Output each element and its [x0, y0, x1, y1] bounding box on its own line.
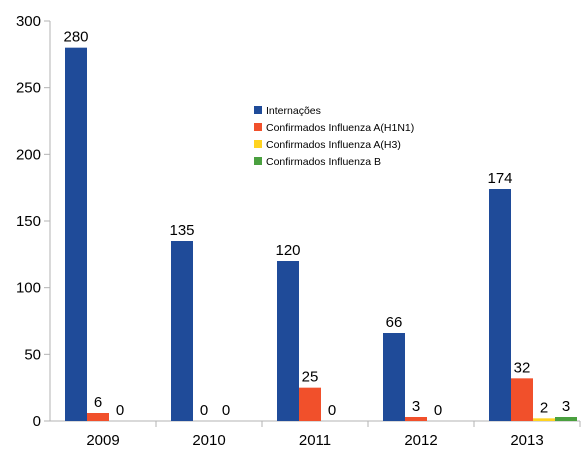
y-tick-label: 100 — [16, 280, 41, 297]
bar — [171, 241, 193, 421]
bar — [555, 417, 577, 421]
data-label: 0 — [116, 402, 124, 419]
y-tick-label: 0 — [33, 413, 41, 430]
y-tick-label: 150 — [16, 213, 41, 230]
legend-label: Confirmados Influenza B — [266, 156, 381, 168]
x-tick-label: 2010 — [192, 432, 225, 449]
data-label: 32 — [514, 359, 531, 376]
legend-label: Confirmados Influenza A(H1N1) — [266, 122, 414, 134]
bar — [405, 417, 427, 421]
x-tick-label: 2013 — [510, 432, 543, 449]
bar — [65, 47, 87, 422]
bar — [277, 261, 299, 421]
bars — [65, 47, 577, 422]
data-label: 0 — [200, 402, 208, 419]
legend-swatch — [254, 123, 262, 131]
data-label: 135 — [169, 222, 194, 239]
legend-swatch — [254, 106, 262, 114]
bar — [533, 418, 555, 421]
legend-label: Confirmados Influenza A(H3) — [266, 139, 401, 151]
bar — [299, 387, 321, 421]
data-label: 0 — [328, 402, 336, 419]
y-tick-label: 250 — [16, 80, 41, 97]
bar — [511, 378, 533, 421]
data-label: 3 — [412, 398, 420, 415]
legend: Internações Confirmados Influenza A(H1N1)… — [254, 105, 414, 168]
bar — [489, 189, 511, 421]
x-tick-label: 2011 — [299, 432, 331, 449]
bar — [383, 333, 405, 421]
data-label: 66 — [386, 314, 403, 331]
data-label: 0 — [434, 402, 442, 419]
data-label: 3 — [562, 398, 570, 415]
data-label: 174 — [487, 170, 512, 187]
bar — [87, 413, 109, 421]
x-tick-label: 2009 — [86, 432, 119, 449]
data-label: 120 — [275, 242, 300, 259]
data-label: 6 — [94, 394, 102, 411]
y-tick-label: 50 — [24, 346, 41, 363]
legend-label: Internações — [266, 105, 321, 117]
x-tick-label: 2012 — [404, 432, 437, 449]
legend-swatch — [254, 140, 262, 148]
y-tick-label: 300 — [16, 13, 41, 30]
y-tick-label: 200 — [16, 146, 41, 163]
data-label: 0 — [222, 402, 230, 419]
data-label: 25 — [302, 369, 319, 386]
legend-swatch — [254, 157, 262, 165]
data-label: 2 — [540, 399, 548, 416]
data-label: 280 — [63, 29, 88, 46]
